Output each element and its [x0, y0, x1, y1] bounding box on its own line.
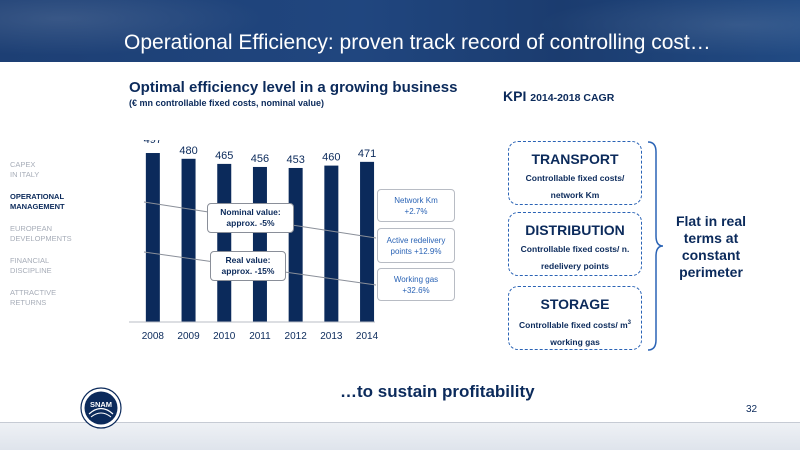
driver-network-km: Network Km +2.7%	[377, 189, 455, 222]
kpi-storage-box: STORAGE Controllable fixed costs/ m3 wor…	[508, 286, 642, 350]
nav-item-label: MANAGEMENT	[10, 202, 65, 211]
page-number: 32	[746, 404, 758, 415]
chart-title: Optimal efficiency level in a growing bu…	[129, 79, 458, 96]
driver-working-gas: Working gas +32.6%	[377, 268, 455, 301]
section-nav: CAPEX IN ITALY OPERATIONAL MANAGEMENT EUROPE…	[10, 160, 125, 320]
bar-chart: 497 2008 480 2009 465 2010 456 2011 453 2012 460 20…	[129, 140, 379, 342]
kpi-distribution-name: DISTRIBUTION	[525, 222, 625, 238]
bottom-message: …to sustain profitability	[340, 382, 535, 401]
nominal-callout-line1: Nominal value:	[220, 207, 281, 217]
value-label-2013: 460	[322, 152, 340, 164]
kpi-storage-name: STORAGE	[540, 296, 610, 312]
kpi-transport-box: TRANSPORT Controllable fixed costs/ netw…	[508, 141, 642, 205]
driver-redelivery-points: Active redelivery points +12.9%	[377, 228, 455, 263]
x-tick-2012: 2012	[285, 331, 308, 342]
nav-item-label: DISCIPLINE	[10, 266, 52, 275]
nominal-callout-line2: approx. -5%	[226, 218, 275, 228]
nav-item-label: ATTRACTIVE	[10, 288, 57, 297]
kpi-storage-desc: Controllable fixed costs/ m3 working gas	[519, 319, 631, 347]
kpi-title: KPI 2014-2018 CAGR	[503, 88, 614, 104]
nav-item-label: EUROPEAN	[10, 224, 53, 233]
x-tick-2011: 2011	[249, 331, 271, 342]
nav-item-financial-discipline[interactable]: FINANCIAL DISCIPLINE	[10, 256, 125, 276]
real-callout-line2: approx. -15%	[221, 266, 275, 276]
x-tick-2009: 2009	[177, 331, 200, 342]
real-callout-line1: Real value:	[225, 255, 271, 265]
snam-logo: SNAM	[80, 387, 122, 429]
nav-item-label: DEVELOPMENTS	[10, 234, 72, 243]
kpi-title-period: 2014-2018 CAGR	[530, 92, 615, 104]
nav-item-attractive-returns[interactable]: ATTRACTIVE RETURNS	[10, 288, 125, 308]
nav-item-european-developments[interactable]: EUROPEAN DEVELOPMENTS	[10, 224, 125, 244]
x-tick-2008: 2008	[142, 331, 165, 342]
value-label-2010: 465	[215, 150, 233, 162]
footer-band	[0, 423, 800, 450]
real-value-callout: Real value: approx. -15%	[210, 251, 286, 281]
kpi-distribution-box: DISTRIBUTION Controllable fixed costs/ n…	[508, 212, 642, 276]
kpi-title-main: KPI	[503, 88, 527, 104]
right-brace	[647, 141, 664, 351]
value-label-2012: 453	[286, 154, 304, 166]
nominal-value-callout: Nominal value: approx. -5%	[207, 203, 294, 233]
bar-2009	[181, 158, 196, 322]
x-tick-2010: 2010	[213, 331, 236, 342]
bar-2012	[288, 167, 303, 322]
nav-item-label: OPERATIONAL	[10, 192, 65, 201]
chart-subtitle: (€ mn controllable fixed costs, nominal …	[129, 98, 325, 108]
nav-item-capex-in-italy[interactable]: CAPEX IN ITALY	[10, 160, 125, 180]
kpi-summary: Flat in real terms at constant perimeter	[675, 213, 747, 280]
kpi-distribution-desc: Controllable fixed costs/ n. redelivery …	[520, 244, 630, 271]
x-tick-2013: 2013	[320, 331, 343, 342]
value-label-2008: 497	[144, 140, 162, 146]
bar-2011	[252, 166, 267, 322]
logo-text: SNAM	[90, 400, 112, 409]
footer-divider	[0, 422, 800, 423]
page-title: Operational Efficiency: proven track rec…	[124, 31, 711, 54]
nav-item-operational-management[interactable]: OPERATIONAL MANAGEMENT	[10, 192, 125, 212]
header-banner: Operational Efficiency: proven track rec…	[0, 0, 800, 62]
kpi-transport-name: TRANSPORT	[531, 151, 619, 167]
x-tick-2014: 2014	[356, 331, 379, 342]
nav-item-label: RETURNS	[10, 298, 47, 307]
value-label-2009: 480	[179, 145, 197, 157]
value-label-2014: 471	[358, 148, 376, 160]
nav-item-label: IN ITALY	[10, 170, 40, 179]
kpi-transport-desc: Controllable fixed costs/ network Km	[525, 173, 625, 200]
nav-item-label: CAPEX	[10, 160, 36, 169]
bar-2010	[217, 163, 232, 322]
value-label-2011: 456	[251, 153, 269, 165]
bar-2008	[145, 153, 160, 322]
nav-item-label: FINANCIAL	[10, 256, 50, 265]
bar-2014	[360, 161, 375, 322]
bar-2013	[324, 165, 339, 322]
